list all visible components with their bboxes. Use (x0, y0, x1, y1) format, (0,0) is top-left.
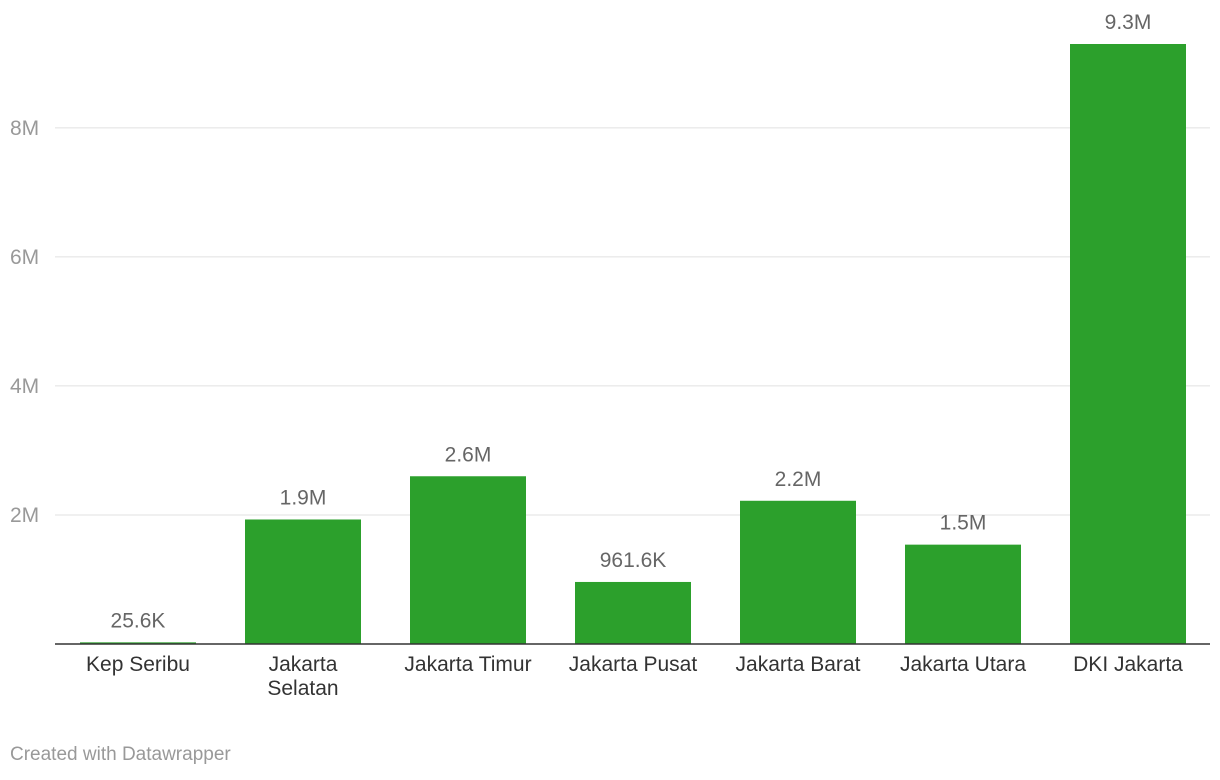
value-label: 25.6K (111, 609, 166, 632)
y-tick-label: 2M (10, 504, 39, 527)
bar (905, 544, 1021, 644)
gridlines (55, 127, 1210, 516)
value-label: 1.9M (280, 486, 327, 509)
x-axis-category-labels: Kep Seribu Jakarta Selatan Jakarta Timur Jak… (86, 653, 1183, 700)
y-tick-label: 4M (10, 375, 39, 398)
x-category-label: DKI Jakarta (1073, 653, 1183, 676)
bar (740, 500, 856, 644)
x-category-label: Jakarta Timur (404, 653, 531, 676)
x-category-label: Jakarta Pusat (569, 653, 698, 676)
value-labels: 25.6K 1.9M 2.6M 961.6K 2.2M 1.5M 9.3M (111, 11, 1152, 632)
value-label: 961.6K (600, 549, 667, 572)
y-tick-label: 6M (10, 246, 39, 269)
value-label: 9.3M (1105, 11, 1152, 34)
bar (410, 476, 526, 644)
y-axis-tick-labels: 2M 4M 6M 8M (10, 117, 39, 527)
value-label: 2.6M (445, 443, 492, 466)
bars (80, 44, 1186, 644)
bar (575, 581, 691, 644)
bar (1070, 44, 1186, 644)
bar-chart: 2M 4M 6M 8M 25.6K 1.9M 2.6M 961.6K 2.2M 1.5M 9.3M… (10, 11, 1210, 700)
bar (80, 642, 196, 644)
value-label: 2.2M (775, 468, 822, 491)
value-label: 1.5M (940, 512, 987, 535)
bar (245, 519, 361, 644)
y-tick-label: 8M (10, 117, 39, 140)
x-category-label: Jakarta Barat (736, 653, 861, 676)
x-category-label: Kep Seribu (86, 653, 190, 676)
x-category-label: Jakarta Selatan (267, 653, 338, 700)
footer-credit: Created with Datawrapper (10, 744, 231, 765)
x-category-label: Jakarta Utara (900, 653, 1026, 676)
